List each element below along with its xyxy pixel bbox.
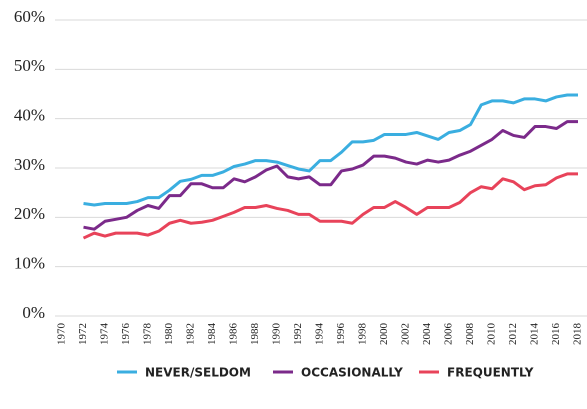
x-tick-label: 2000 bbox=[378, 323, 390, 346]
legend-label: NEVER/SELDOM bbox=[145, 366, 251, 380]
x-tick-label: 1996 bbox=[335, 323, 347, 346]
legend-label: FREQUENTLY bbox=[447, 366, 534, 380]
series-line bbox=[83, 120, 578, 231]
x-tick-label: 1974 bbox=[99, 323, 111, 346]
y-tick-label: 50% bbox=[14, 56, 45, 75]
x-tick-label: 2010 bbox=[486, 323, 498, 346]
x-tick-label: 1982 bbox=[185, 323, 197, 345]
x-tick-label: 1970 bbox=[56, 323, 68, 346]
y-tick-label: 10% bbox=[14, 254, 45, 273]
x-tick-label: 2008 bbox=[464, 323, 476, 346]
x-tick-label: 2014 bbox=[529, 323, 541, 346]
x-tick-label: 1976 bbox=[120, 323, 132, 346]
y-tick-label: 60% bbox=[14, 7, 45, 26]
x-tick-label: 2002 bbox=[400, 323, 412, 345]
x-tick-label: 1978 bbox=[142, 323, 154, 346]
x-tick-label: 1984 bbox=[206, 323, 218, 346]
x-tick-label: 1988 bbox=[249, 323, 261, 346]
x-tick-label: 2018 bbox=[572, 323, 584, 346]
x-tick-label: 1994 bbox=[314, 323, 326, 346]
x-tick-label: 2006 bbox=[443, 323, 455, 346]
y-tick-label: 0% bbox=[22, 303, 45, 322]
x-tick-label: 1990 bbox=[271, 323, 283, 346]
x-tick-label: 2004 bbox=[421, 323, 433, 346]
y-tick-label: 40% bbox=[14, 106, 45, 125]
y-tick-label: 20% bbox=[14, 204, 45, 223]
series-line bbox=[83, 93, 578, 207]
x-tick-label: 1972 bbox=[77, 323, 89, 345]
x-tick-label: 1980 bbox=[163, 323, 175, 346]
x-tick-label: 2012 bbox=[507, 323, 519, 345]
x-tick-label: 2016 bbox=[550, 323, 562, 346]
x-tick-label: 1986 bbox=[228, 323, 240, 346]
y-tick-label: 30% bbox=[14, 155, 45, 174]
x-tick-label: 1992 bbox=[292, 323, 304, 345]
x-tick-label: 1998 bbox=[357, 323, 369, 346]
series-line bbox=[82, 172, 578, 240]
legend-label: OCCASIONALLY bbox=[301, 366, 403, 380]
